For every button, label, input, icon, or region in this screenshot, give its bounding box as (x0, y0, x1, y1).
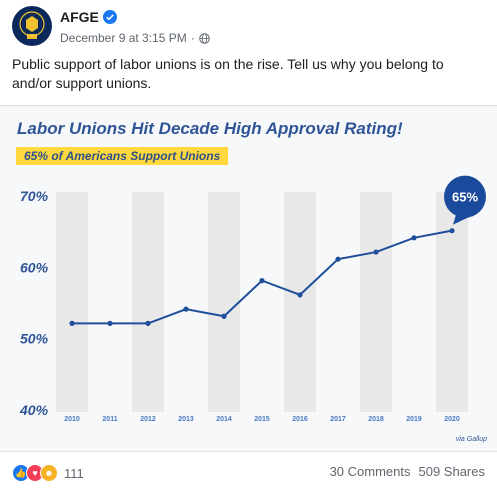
line-chart: 70%60%50%40% 2010 2011 2012 2013 2014 2015 201… (19, 175, 486, 423)
x-axis-ticks: 2010 2011 2012 2013 2014 2015 2016 2017 2018 2019… (64, 416, 460, 423)
y-axis-ticks: 70% 60% 50% 40% (19, 188, 49, 418)
grid-stripe (56, 192, 88, 412)
data-point (449, 228, 455, 234)
engagement-counts: 30 Comments 509 Shares (330, 464, 485, 479)
author-name[interactable]: AFGE (60, 9, 99, 25)
post-header: AFGE December 9 at 3:15 PM · (12, 6, 482, 46)
meta-separator: · (190, 31, 195, 45)
reaction-count[interactable]: 111 (64, 465, 84, 481)
afge-seal-logo (19, 11, 45, 39)
data-point (411, 235, 417, 241)
post-timestamp[interactable]: December 9 at 3:15 PM (60, 31, 187, 45)
data-point (373, 249, 379, 255)
grid-stripe (208, 192, 240, 412)
y-tick-label: 60% (20, 259, 49, 275)
callout-badge: 65% (444, 175, 486, 225)
data-point (183, 306, 189, 312)
x-tick-label: 2019 (406, 416, 422, 423)
post-meta: December 9 at 3:15 PM · (60, 31, 210, 45)
data-point (297, 292, 303, 298)
chart-source: via Gallup (455, 436, 487, 443)
chart-image[interactable]: 70% 60% 50% 40% 2010 2011 2012 2013 2014 2015 201… (0, 105, 497, 452)
approval-series-line (72, 229, 453, 325)
chart-stripes (56, 192, 468, 412)
x-tick-label: 2015 (254, 416, 270, 423)
grid-stripe (132, 192, 164, 412)
data-point (259, 278, 265, 284)
shares-count[interactable]: 509 Shares (418, 464, 486, 479)
x-tick-label: 2016 (292, 416, 308, 423)
callout-circle (444, 175, 486, 218)
x-tick-label: 2014 (216, 416, 232, 423)
x-tick-label: 2013 (178, 416, 194, 423)
post-footer: 👍 ♥ ☻ 111 30 Comments 509 Shares (12, 462, 485, 484)
data-point (335, 256, 341, 262)
post-text: Public support of labor unions is on the… (12, 56, 444, 91)
x-tick-label: 2010 (64, 416, 80, 423)
globe-icon[interactable] (198, 32, 210, 44)
data-point (107, 320, 113, 326)
chart-title: Labor Unions Hit Decade High Approval Ra… (17, 119, 403, 138)
y-tick-label: 50% (20, 331, 49, 347)
y-tick-label: 40% (19, 402, 49, 418)
x-tick-label: 2018 (368, 416, 384, 423)
x-tick-label: 2020 (444, 416, 460, 423)
grid-stripe (360, 192, 392, 412)
callout-label: 65% (452, 190, 478, 205)
chart-subtitle: 65% of Americans Support Unions (16, 147, 229, 165)
grid-stripe (284, 192, 316, 412)
comments-count[interactable]: 30 Comments (329, 464, 411, 479)
afge-avatar[interactable] (12, 6, 52, 46)
data-point (221, 313, 227, 319)
callout-pointer (453, 211, 470, 225)
x-tick-label: 2012 (140, 416, 156, 423)
grid-stripe (436, 192, 468, 412)
post-author[interactable]: AFGE (60, 9, 117, 25)
y-tick-label: 70% (20, 188, 49, 204)
x-tick-label: 2011 (102, 416, 117, 423)
data-point (145, 320, 151, 326)
x-tick-label: 2017 (330, 416, 346, 423)
reactions-summary[interactable]: 👍 ♥ ☻ 111 (12, 464, 84, 482)
verified-badge-icon (102, 10, 117, 24)
haha-icon: ☻ (40, 464, 58, 482)
data-point (69, 320, 75, 326)
data-points (69, 228, 455, 326)
